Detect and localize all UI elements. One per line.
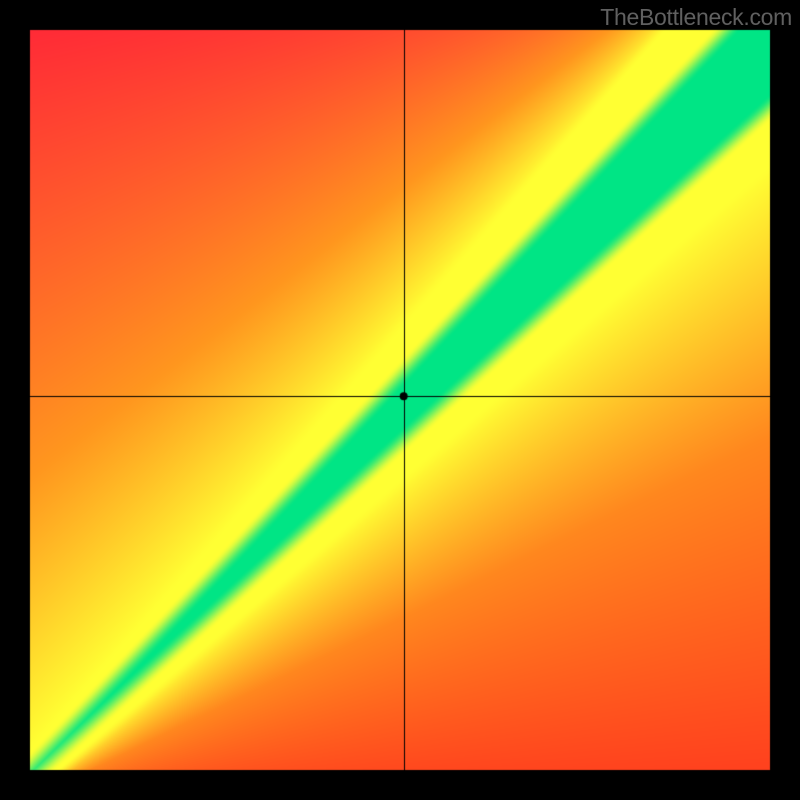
- bottleneck-heatmap: [0, 0, 800, 800]
- heatmap-canvas: [0, 0, 800, 800]
- attribution-text: TheBottleneck.com: [600, 4, 792, 31]
